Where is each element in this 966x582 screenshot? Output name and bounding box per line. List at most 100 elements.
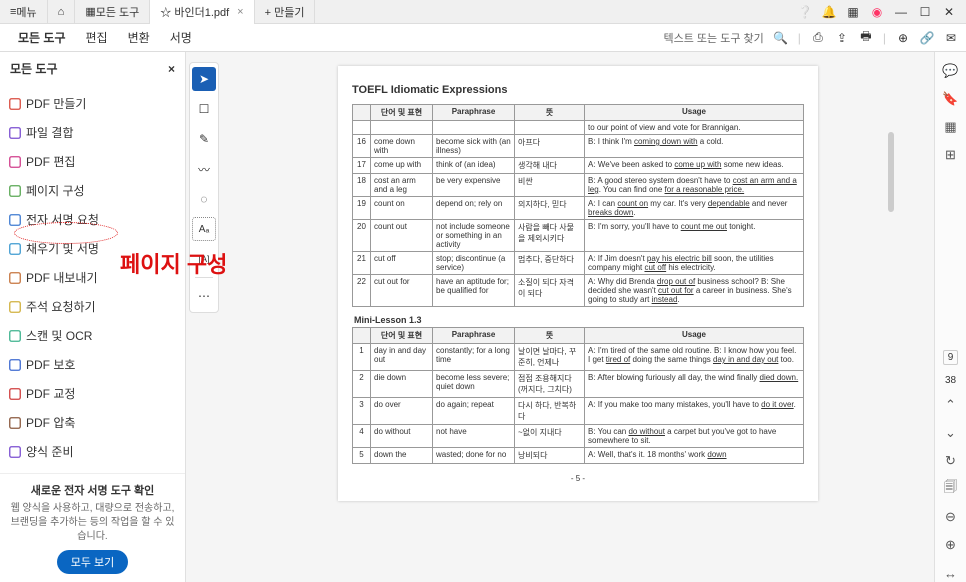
minimize-button[interactable]: — (894, 5, 908, 19)
sidebar-item-8[interactable]: 스캔 및 OCR (0, 321, 185, 350)
sidebar-item-1[interactable]: 파일 결합 (0, 118, 185, 147)
sidebar-item-10[interactable]: PDF 교정 (0, 379, 185, 408)
home-tab[interactable]: ⌂ (48, 0, 76, 24)
page-display-icon[interactable]: 🗐 (942, 480, 960, 498)
link-icon[interactable]: 🔗 (920, 31, 934, 45)
total-pages: 38 (945, 375, 956, 386)
sidebar-title: 모든 도구 × (0, 52, 185, 85)
menu-tab[interactable]: ≡ 메뉴 (0, 0, 48, 24)
maximize-button[interactable]: ☐ (918, 5, 932, 19)
sidebar-item-label: PDF 압축 (26, 414, 75, 431)
sidebar-item-6[interactable]: PDF 내보내기 (0, 263, 185, 292)
edit-icon (8, 155, 22, 169)
footer-button[interactable]: 모두 보기 (57, 550, 129, 574)
sidebar-item-label: PDF로 변환 (26, 472, 86, 473)
zoom-in-icon[interactable]: ⊕ (942, 536, 960, 554)
grid-icon[interactable]: ⊞ (942, 146, 960, 164)
page-down-icon[interactable]: ⌄ (942, 424, 960, 442)
sidebar-item-3[interactable]: 페이지 구성 (0, 176, 185, 205)
sidebar-item-label: 주석 요청하기 (26, 298, 96, 315)
current-page[interactable]: 9 (943, 350, 959, 365)
highlight-tool[interactable]: ✎ (192, 127, 216, 151)
sidebar-item-12[interactable]: 양식 준비 (0, 437, 185, 466)
sidebar-footer: 새로운 전자 서명 도구 확인 웹 양식을 사용하고, 대량으로 전송하고, 브… (0, 473, 185, 582)
page: TOEFL Idiomatic Expressions 단어 및 표현Parap… (338, 66, 818, 501)
cloud-icon[interactable]: ⇪ (835, 31, 849, 45)
document-area[interactable]: TOEFL Idiomatic Expressions 단어 및 표현Parap… (222, 52, 934, 582)
comment-panel-icon[interactable]: 💬 (942, 62, 960, 80)
sidebar-item-11[interactable]: PDF 압축 (0, 408, 185, 437)
sidebar-list: PDF 만들기파일 결합 PDF 편집페이지 구성전자 서명 요청채우기 및 서명… (0, 85, 185, 473)
close-icon[interactable]: × (237, 6, 243, 18)
mail-icon[interactable]: ✉ (944, 31, 958, 45)
tab-all-tools[interactable]: ▦ 모든 도구 (75, 0, 150, 24)
menu-sign[interactable]: 서명 (160, 25, 202, 50)
body: 모든 도구 × PDF 만들기파일 결합 PDF 편집페이지 구성전자 서명 요청… (0, 52, 966, 582)
footer-text: 웹 양식을 사용하고, 대량으로 전송하고, 브랜딩을 추가하는 등의 작업을 … (10, 502, 175, 544)
sidebar-item-label: 파일 결합 (26, 124, 74, 141)
form-icon (8, 445, 22, 459)
sidebar-item-5[interactable]: 채우기 및 서명 (0, 234, 185, 263)
export-icon (8, 271, 22, 285)
close-button[interactable]: ✕ (942, 5, 956, 19)
toolstrip: ➤ ☐ ✎ 〰 ◌ Aₐ [A] ⋯ (186, 52, 222, 582)
bookmark-panel-icon[interactable]: 🔖 (942, 90, 960, 108)
subtitle: Mini-Lesson 1.3 (354, 315, 804, 325)
sidebar-item-label: PDF 내보내기 (26, 269, 98, 286)
fit-width-icon[interactable]: ↔ (942, 564, 960, 582)
zoom-out-icon[interactable]: ⊖ (942, 508, 960, 526)
select-tool[interactable]: ➤ (192, 67, 216, 91)
comment-icon (8, 300, 22, 314)
scan-icon (8, 329, 22, 343)
print-icon[interactable]: 🖶 (859, 31, 873, 45)
sidebar-item-2[interactable]: PDF 편집 (0, 147, 185, 176)
new-tab[interactable]: + 만들기 (255, 0, 316, 24)
sidebar-item-0[interactable]: PDF 만들기 (0, 89, 185, 118)
menu-edit[interactable]: 편집 (76, 25, 118, 50)
apps-icon[interactable]: ▦ (846, 5, 860, 19)
share-icon[interactable]: ⊕ (896, 31, 910, 45)
menu-convert[interactable]: 변환 (118, 25, 160, 50)
rotate-icon[interactable]: ↻ (942, 452, 960, 470)
more-tools[interactable]: ⋯ (192, 284, 216, 308)
sidebar-item-label: PDF 교정 (26, 385, 75, 402)
page-up-icon[interactable]: ⌃ (942, 396, 960, 414)
page-title: TOEFL Idiomatic Expressions (352, 84, 804, 96)
sidebar-item-13[interactable]: PDF로 변환 (0, 466, 185, 473)
sidebar-item-9[interactable]: PDF 보호 (0, 350, 185, 379)
draw-tool[interactable]: 〰 (192, 157, 216, 181)
tab-document[interactable]: ☆ 바인더1.pdf× (150, 0, 254, 24)
sidebar-item-4[interactable]: 전자 서명 요청 (0, 205, 185, 234)
hand-tool[interactable]: ☐ (192, 97, 216, 121)
bell-icon[interactable]: 🔔 (822, 5, 836, 19)
compress-icon (8, 416, 22, 430)
sidebar-item-label: PDF 보호 (26, 356, 75, 373)
find-text[interactable]: 텍스트 또는 도구 찾기 (664, 30, 764, 46)
combine-icon (8, 126, 22, 140)
menu-all-tools[interactable]: 모든 도구 (8, 25, 76, 50)
pdf-create-icon (8, 97, 22, 111)
idiom-table-1: 단어 및 표현Paraphrase뜻Usageto our point of v… (352, 104, 804, 307)
sidebar-item-label: 페이지 구성 (26, 182, 85, 199)
save-icon[interactable]: ⎙ (811, 31, 825, 45)
idiom-table-2: 단어 및 표현Paraphrase뜻Usage1day in and day o… (352, 327, 804, 464)
erase-tool[interactable]: ◌ (192, 187, 216, 211)
text-tool[interactable]: Aₐ (192, 217, 216, 241)
scrollbar[interactable] (888, 132, 894, 212)
help-icon[interactable]: ❔ (798, 5, 812, 19)
page-number: - 5 - (352, 474, 804, 483)
sidebar-close[interactable]: × (168, 62, 175, 76)
profile-icon[interactable]: ◉ (870, 5, 884, 19)
sidebar-item-7[interactable]: 주석 요청하기 (0, 292, 185, 321)
textbox-tool[interactable]: [A] (192, 247, 216, 271)
protect-icon (8, 358, 22, 372)
sidebar-item-label: PDF 편집 (26, 153, 75, 170)
sidebar-item-label: 스캔 및 OCR (26, 327, 92, 344)
sidebar-item-label: 양식 준비 (26, 443, 74, 460)
titlebar: ≡ 메뉴 ⌂ ▦ 모든 도구 ☆ 바인더1.pdf× + 만들기 ❔ 🔔 ▦ ◉… (0, 0, 966, 24)
sign-request-icon (8, 213, 22, 227)
thumbnails-icon[interactable]: ▦ (942, 118, 960, 136)
search-icon[interactable]: 🔍 (774, 31, 788, 45)
rightbar: 💬 🔖 ▦ ⊞ 9 38 ⌃ ⌄ ↻ 🗐 ⊖ ⊕ ↔ (934, 52, 966, 582)
footer-title: 새로운 전자 서명 도구 확인 (10, 482, 175, 498)
